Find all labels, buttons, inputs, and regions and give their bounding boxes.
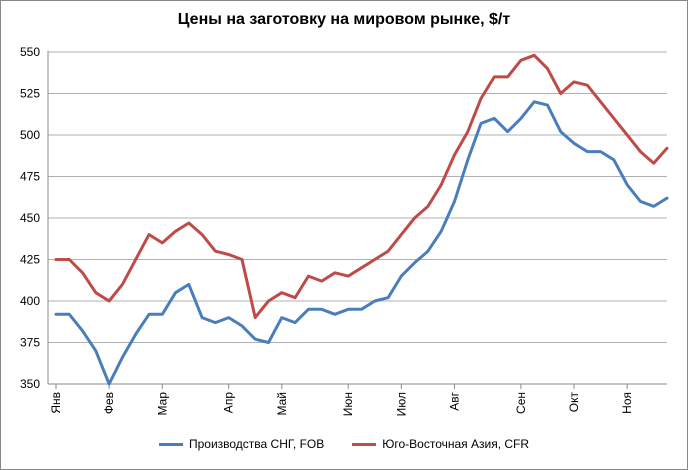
series-line-1	[54, 53, 669, 320]
legend-label-cis: Производства СНГ, FOB	[188, 437, 325, 451]
legend-swatch-cis	[158, 442, 183, 446]
x-tick-label: Авг	[447, 391, 461, 410]
series-line-0	[54, 100, 669, 386]
y-tick-label: 375	[20, 336, 40, 350]
y-tick-label: 500	[20, 128, 40, 142]
x-tick-label: Май	[275, 392, 289, 416]
y-tick-label: 350	[20, 377, 40, 391]
x-tick-labels: Янв Фев Мар Апр Май Июн Июл Авг Сен Окт Ноя	[49, 391, 634, 416]
legend-swatch-sea	[352, 442, 377, 446]
x-tick-label: Сен	[514, 392, 528, 414]
x-tick-label: Окт	[567, 392, 581, 413]
axes	[47, 51, 667, 389]
grid-lines	[48, 51, 667, 385]
y-tick-labels: 350 375 400 425 450 475 500 525 550	[20, 45, 40, 391]
y-tick-label: 525	[20, 87, 40, 101]
legend-entry-cis: Производства СНГ, FOB	[158, 437, 325, 451]
x-tick-label: Апр	[222, 392, 236, 414]
legend: Производства СНГ, FOB Юго-Восточная Азия…	[1, 437, 687, 451]
y-tick-label: 550	[20, 45, 40, 59]
x-tick-label: Ноя	[620, 392, 634, 414]
x-tick-label: Июн	[341, 392, 355, 416]
x-tick-label: Фев	[102, 392, 116, 414]
legend-entry-sea: Юго-Восточная Азия, CFR	[352, 437, 529, 451]
x-tick-label: Янв	[49, 392, 63, 414]
x-tick-label: Июл	[394, 392, 408, 416]
x-tick-label: Мар	[155, 392, 169, 416]
chart-title: Цены на заготовку на мировом рынке, $/т	[177, 11, 511, 28]
series-lines	[54, 53, 669, 386]
y-tick-label: 475	[20, 170, 40, 184]
legend-label-sea: Юго-Восточная Азия, CFR	[382, 437, 530, 451]
y-tick-label: 400	[20, 294, 40, 308]
y-tick-label: 450	[20, 211, 40, 225]
y-tick-label: 425	[20, 253, 40, 267]
